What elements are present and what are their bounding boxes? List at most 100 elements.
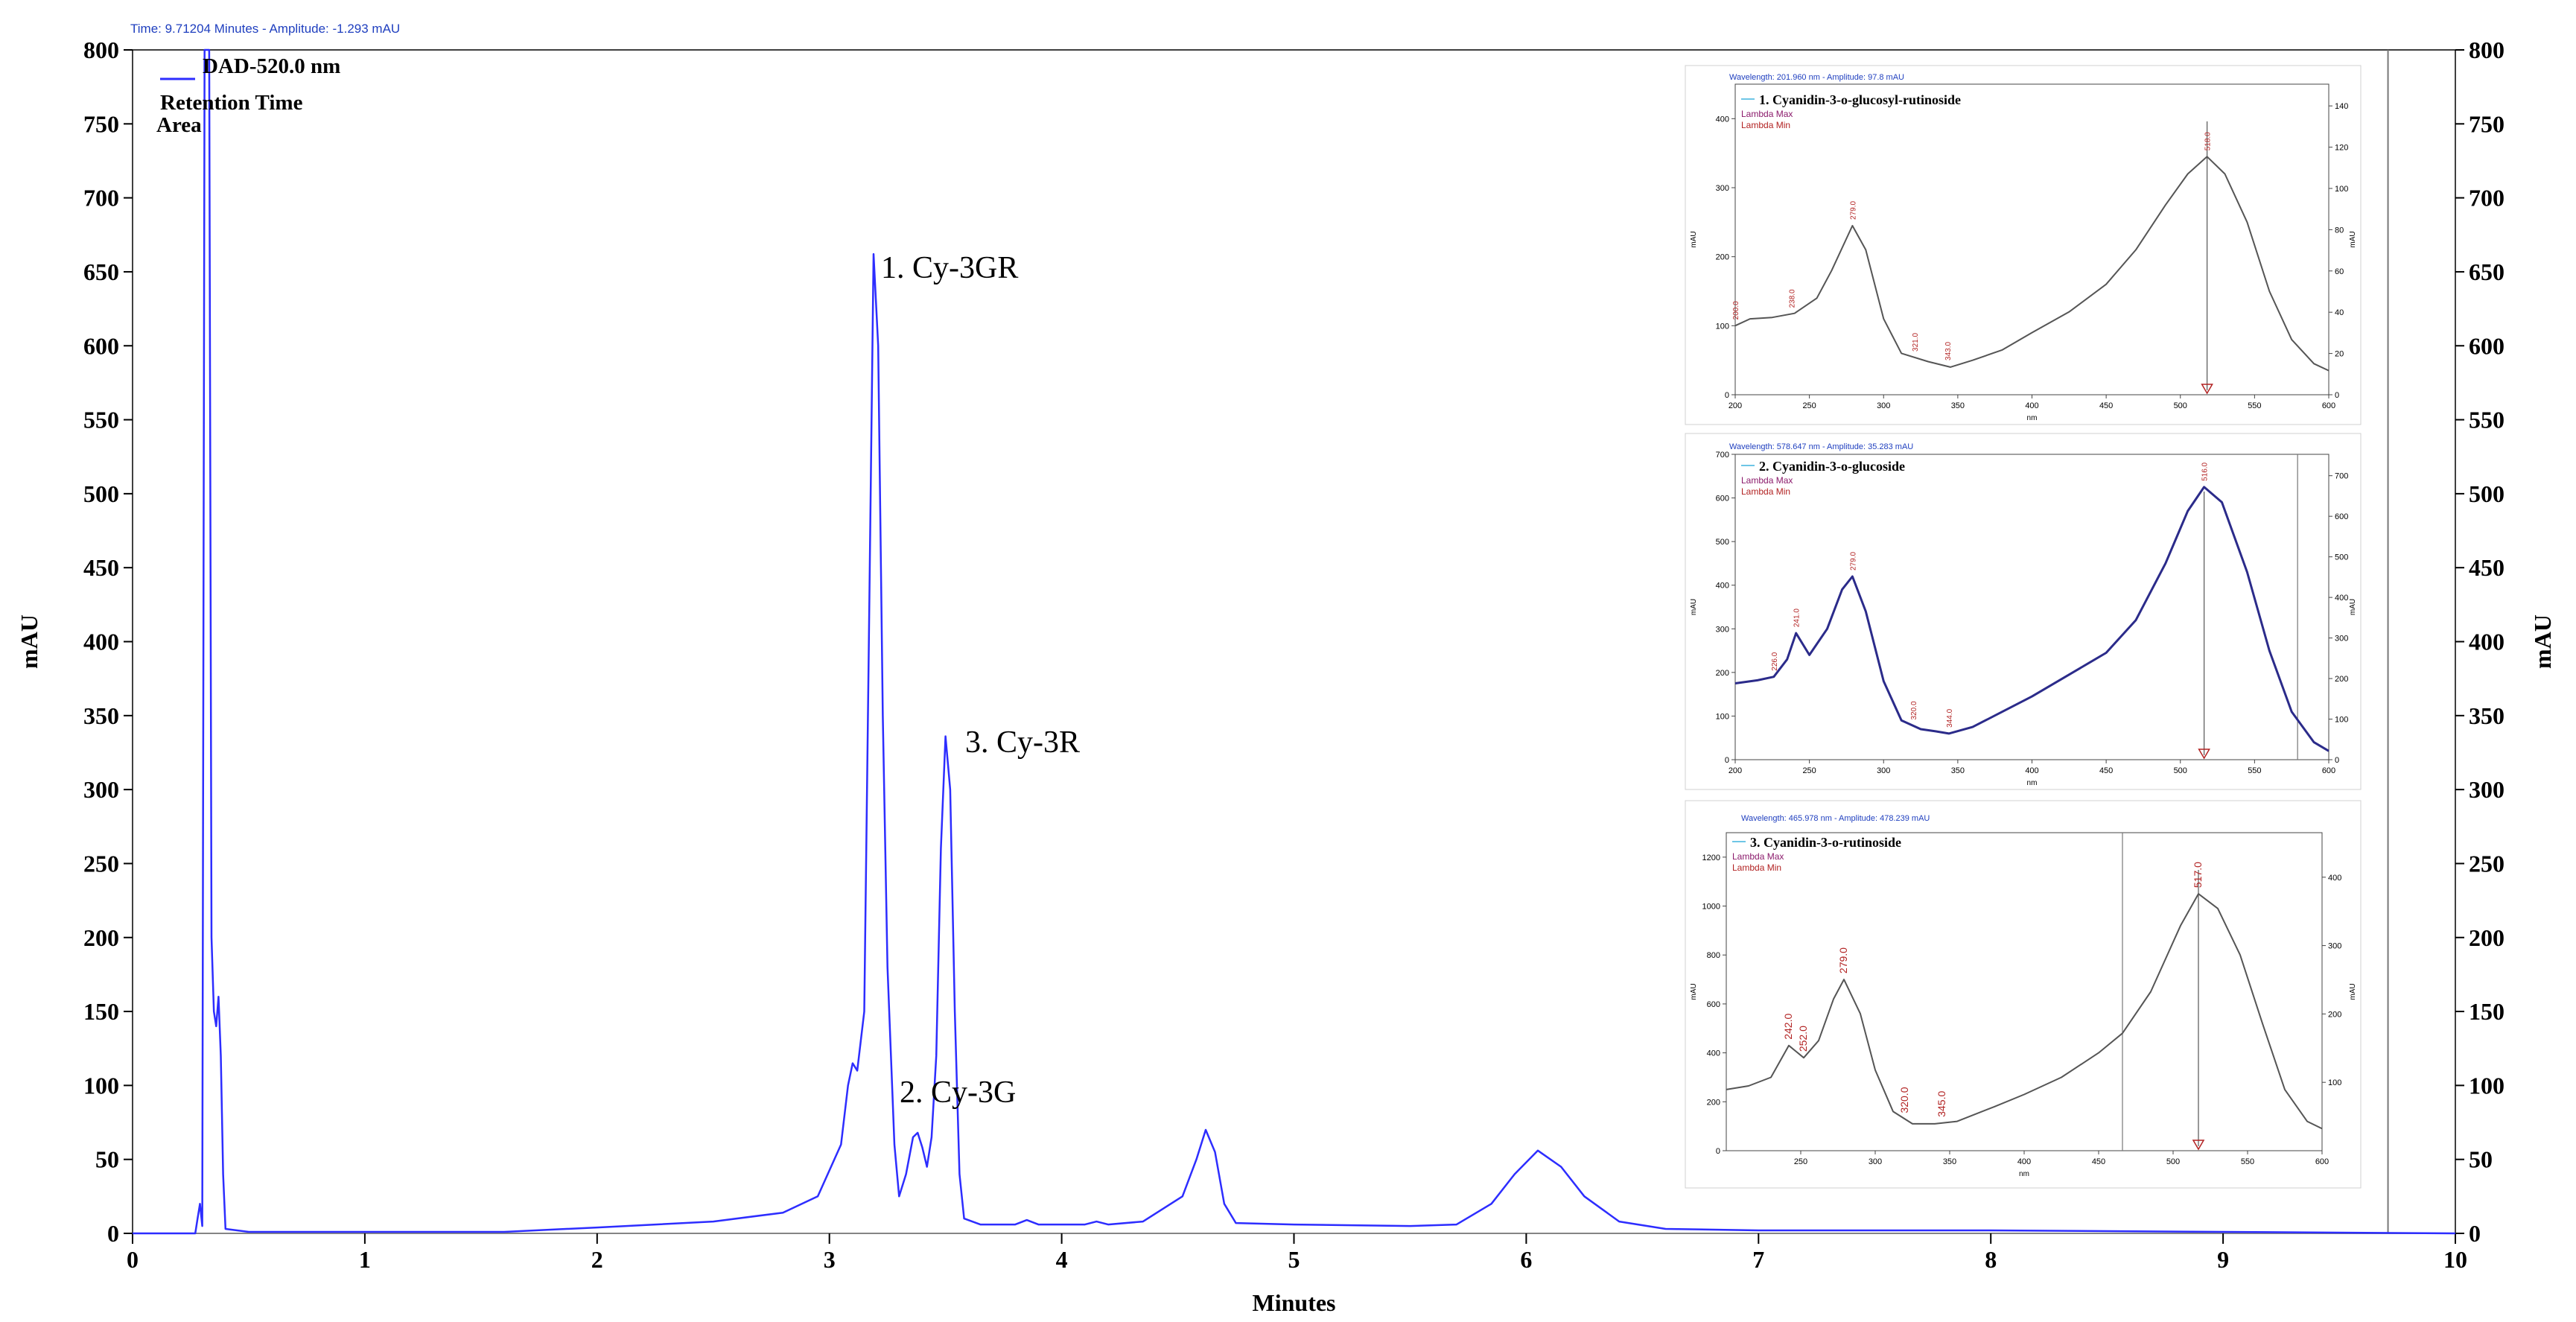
inset-y-tick-label-left: 200 [1707,1098,1720,1107]
y-tick-label-right: 750 [2469,110,2505,137]
inset-peak-label: 242.0 [1782,1014,1794,1040]
inset-peak-label: 516.0 [2201,462,2210,480]
inset-y-tick-label-left: 400 [1716,582,1729,591]
inset-x-tick-label: 250 [1802,766,1816,775]
x-tick-label: 10 [2443,1246,2467,1273]
y-tick-label-left: 350 [83,702,119,729]
inset-y-tick-label-right: 0 [2335,756,2339,765]
y-tick-label-left: 300 [83,776,119,803]
inset-y-tick-label-right: 100 [2328,1078,2341,1087]
x-tick-label: 6 [1520,1246,1532,1273]
inset-x-tick-label: 550 [2248,401,2261,410]
legend-series-label: DAD-520.0 nm [203,54,340,78]
y-tick-label-left: 250 [83,850,119,877]
inset-x-tick-label: 450 [2099,766,2113,775]
inset-y-axis-label-left: mAU [1690,983,1698,1000]
inset-y-tick-label-right: 80 [2335,226,2344,235]
inset-y-axis-label-right: mAU [2349,983,2357,1000]
y-tick-label-left: 100 [83,1072,119,1099]
inset-y-tick-label-left: 500 [1716,538,1729,547]
inset-y-tick-label-right: 500 [2335,553,2348,562]
inset-peak-label: 241.0 [1793,608,1801,627]
inset-peak-label: 238.0 [1789,289,1797,308]
inset-y-tick-label-right: 140 [2335,102,2348,111]
inset-title: 1. Cyanidin-3-o-glucosyl-rutinoside [1759,92,1961,107]
inset-y-tick-label-left: 1200 [1702,854,1720,862]
inset-y-tick-label-right: 400 [2328,874,2341,883]
x-tick-label: 7 [1752,1246,1764,1273]
inset-y-tick-label-right: 120 [2335,144,2348,153]
inset-lambda-min-label: Lambda Min [1741,120,1790,130]
y-tick-label-right: 150 [2469,998,2505,1025]
x-tick-label: 1 [359,1246,371,1273]
inset-peak-label: 320.0 [1910,701,1918,719]
legend: DAD-520.0 nm Retention Time Area [156,54,340,137]
inset-header: Wavelength: 201.960 nm - Amplitude: 97.8… [1729,73,1904,82]
inset-x-axis-label: nm [2027,779,2038,787]
inset-x-tick-label: 200 [1729,401,1742,410]
inset-x-tick-label: 200 [1729,766,1742,775]
main-trace-group [133,48,2456,1235]
inset-x-tick-label: 350 [1951,401,1965,410]
x-tick-label: 8 [1985,1246,1997,1273]
y-tick-label-right: 800 [2469,36,2505,63]
y-tick-label-left: 50 [95,1146,119,1173]
inset-y-tick-label-right: 200 [2328,1010,2341,1019]
y-tick-label-right: 700 [2469,185,2505,212]
y-tick-label-left: 450 [83,554,119,581]
inset-y-tick-label-right: 600 [2335,512,2348,521]
inset-y-tick-label-right: 700 [2335,472,2348,481]
inset-panel [1685,433,2362,790]
y-tick-label-left: 0 [107,1220,119,1247]
inset-peak-label: 200.0 [1732,301,1740,320]
inset-y-tick-label-right: 100 [2335,185,2348,194]
y-tick-label-right: 100 [2469,1072,2505,1099]
inset-title: 2. Cyanidin-3-o-glucoside [1759,459,1905,474]
inset-x-axis-label: nm [2019,1170,2029,1178]
inset-x-tick-label: 450 [2099,401,2113,410]
inset-y-tick-label-right: 300 [2328,942,2341,951]
inset-header: Wavelength: 465.978 nm - Amplitude: 478.… [1741,814,1930,823]
inset-y-axis-label-left: mAU [1690,599,1698,615]
y-axis-label-left: mAU [16,614,42,669]
inset-y-tick-label-left: 200 [1716,669,1729,678]
y-tick-label-left: 800 [83,36,119,63]
inset-peak-label: 252.0 [1797,1026,1809,1052]
y-tick-label-left: 150 [83,998,119,1025]
inset-y-tick-label-left: 100 [1716,712,1729,721]
inset-peak-label: 344.0 [1946,708,1954,727]
inset-y-tick-label-left: 700 [1716,451,1729,460]
inset-x-tick-label: 400 [2025,766,2038,775]
inset-peak-label: 517.0 [2192,862,2204,888]
inset-y-axis-label-left: mAU [1690,231,1698,247]
y-tick-label-right: 50 [2469,1146,2493,1173]
x-tick-label: 9 [2217,1246,2229,1273]
y-tick-label-left: 500 [83,480,119,507]
y-tick-label-right: 400 [2469,629,2505,655]
inset-y-tick-label-right: 40 [2335,308,2344,317]
uv-spectra-insets: Wavelength: 201.960 nm - Amplitude: 97.8… [1685,65,2362,1189]
y-tick-label-right: 250 [2469,850,2505,877]
inset-y-tick-label-right: 300 [2335,635,2348,643]
inset-y-tick-label-left: 600 [1707,1000,1720,1009]
peak-label: 2. Cy-3G [900,1075,1016,1110]
peak-label: 3. Cy-3R [965,725,1080,760]
inset-lambda-max-label: Lambda Max [1741,109,1793,119]
inset-peak-label: 320.0 [1898,1087,1910,1113]
y-tick-label-right: 600 [2469,332,2505,359]
y-tick-label-left: 600 [83,332,119,359]
inset-peak-label: 321.0 [1912,332,1920,351]
inset-peak-label: 279.0 [1849,552,1857,571]
inset-y-tick-label-left: 400 [1707,1049,1720,1058]
inset-peak-label: 518.0 [2204,132,2213,150]
y-tick-label-right: 200 [2469,924,2505,951]
series-line-dad-520 [133,48,2456,1235]
inset-cursor-marker-icon [2192,1140,2205,1151]
inset-x-tick-label: 500 [2174,766,2187,775]
x-tick-label: 2 [591,1246,603,1273]
y-tick-label-right: 650 [2469,258,2505,285]
inset-spectrum-line [1734,156,2329,372]
inset-x-tick-label: 300 [1869,1157,1882,1166]
